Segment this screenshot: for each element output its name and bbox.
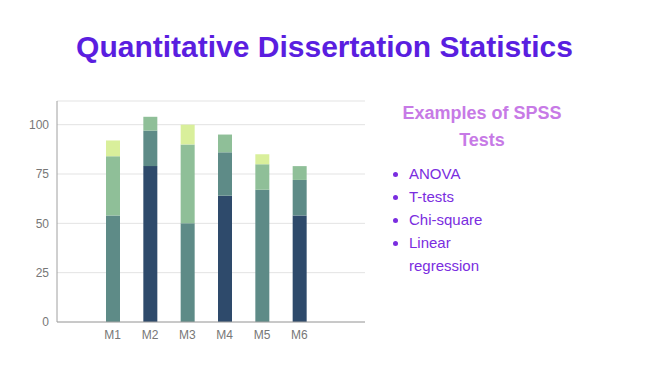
svg-text:0: 0 bbox=[42, 315, 49, 329]
svg-text:M6: M6 bbox=[291, 328, 308, 342]
svg-text:25: 25 bbox=[36, 266, 50, 280]
html-text:Quantitative Dissertation Stat: Quantitative Dissertation Statistics bbox=[76, 30, 573, 63]
svg-text:M1: M1 bbox=[104, 328, 121, 342]
svg-text:M3: M3 bbox=[179, 328, 196, 342]
svg-text:100: 100 bbox=[29, 118, 49, 132]
html-text:T-tests: T-tests bbox=[409, 188, 454, 205]
svg-text:M5: M5 bbox=[254, 328, 271, 342]
html-text:Examples of SPSS Tests: Examples of SPSS Tests bbox=[402, 103, 562, 150]
html-text:Linear regression: Linear regression bbox=[409, 234, 479, 274]
html-text:Chi-square: Chi-square bbox=[409, 211, 483, 228]
svg-text:M2: M2 bbox=[142, 328, 159, 342]
html-text:ANOVA: ANOVA bbox=[409, 165, 461, 182]
svg-text:75: 75 bbox=[36, 167, 50, 181]
svg-text:50: 50 bbox=[36, 217, 50, 231]
svg-text:M4: M4 bbox=[216, 328, 233, 342]
